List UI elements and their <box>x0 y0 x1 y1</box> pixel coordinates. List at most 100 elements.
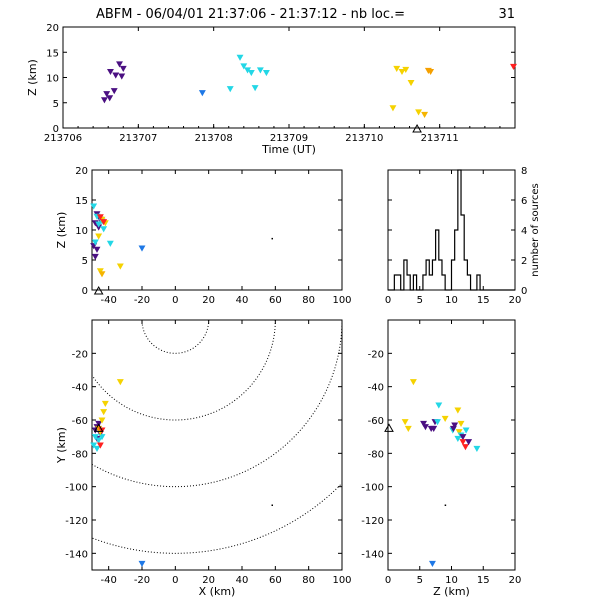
source-point <box>462 427 470 434</box>
y-tick-label: -80 <box>72 449 88 460</box>
x-tick-label: 20 <box>202 575 215 586</box>
y-axis-label: Y (km) <box>55 427 68 464</box>
source-point <box>428 560 436 567</box>
source-point <box>459 434 467 441</box>
x-axis-label: X (km) <box>199 585 236 598</box>
source-point <box>91 253 99 261</box>
y-tick-label: 8 <box>521 166 527 177</box>
x-tick-label: 213708 <box>195 133 233 144</box>
source-point <box>93 246 101 253</box>
x-tick-label: 40 <box>236 575 249 586</box>
source-point <box>100 409 108 416</box>
source-point <box>226 86 234 93</box>
y-tick-label: -60 <box>72 416 88 427</box>
source-point <box>106 240 114 247</box>
source-point <box>106 95 114 102</box>
x-tick-label: 0 <box>172 575 178 586</box>
y-tick-label: 6 <box>521 196 527 207</box>
y-tick-label: 4 <box>521 226 527 237</box>
x-tick-label: 213709 <box>270 133 308 144</box>
x-tick-label: 213706 <box>44 133 82 144</box>
histogram-steps <box>388 169 515 291</box>
y-tick-label: 0 <box>53 124 59 135</box>
y-tick-label: 20 <box>46 23 59 34</box>
y-tick-label: -20 <box>72 349 88 360</box>
source-point <box>404 425 412 432</box>
source-point <box>116 263 124 270</box>
x-tick-label: 213710 <box>345 133 383 144</box>
source-point <box>138 560 146 567</box>
source-point <box>116 379 124 386</box>
y-tick-label: 10 <box>75 226 88 237</box>
y-tick-label: 5 <box>82 256 88 267</box>
x-tick-label: -20 <box>134 575 150 586</box>
y-tick-label: 0 <box>82 286 88 297</box>
x-tick-label: 15 <box>477 575 490 586</box>
source-point <box>100 97 108 104</box>
source-point <box>95 233 103 240</box>
source-point <box>247 69 255 77</box>
source-point <box>98 417 106 424</box>
source-point <box>434 419 441 426</box>
source-point <box>435 402 443 409</box>
x-tick-label: 213711 <box>421 133 459 144</box>
station-marker <box>93 423 104 432</box>
range-ring <box>92 320 342 488</box>
y-tick-label: -60 <box>368 416 384 427</box>
x-tick-label: 10 <box>445 295 458 306</box>
source-point <box>101 400 109 407</box>
source-point <box>112 72 120 79</box>
source-point <box>422 424 429 431</box>
x-tick-label: 0 <box>385 575 391 586</box>
x-axis-label: Z (km) <box>433 585 470 598</box>
source-point <box>409 379 417 386</box>
source-point <box>427 68 435 76</box>
source-point <box>138 245 146 252</box>
x-tick-label: 0 <box>385 295 391 306</box>
source-point <box>98 271 106 278</box>
range-rings <box>92 320 342 570</box>
y-tick-label: 10 <box>46 74 59 85</box>
source-point <box>119 65 127 73</box>
source-point <box>100 226 108 233</box>
source-point <box>103 91 111 98</box>
panel-x-y: -40 -20 0 20 40 60 80 100 -140 -120 -100 -80 -60 -40 -… <box>55 319 352 598</box>
source-point <box>510 63 517 71</box>
source-point <box>402 66 410 74</box>
source-point <box>455 429 463 436</box>
source-point <box>459 439 467 446</box>
source-point <box>420 420 428 427</box>
source-point <box>271 504 273 506</box>
source-point <box>430 425 438 432</box>
x-tick-label: 80 <box>302 295 315 306</box>
source-point <box>398 68 406 76</box>
source-point <box>95 437 103 444</box>
source-point <box>110 88 118 95</box>
source-point <box>198 90 206 97</box>
source-point <box>473 445 481 452</box>
source-point <box>393 65 401 73</box>
source-point <box>401 419 409 426</box>
y-tick-label: -100 <box>65 483 88 494</box>
x-tick-label: -40 <box>100 295 116 306</box>
x-tick-label: 0 <box>172 295 178 306</box>
source-point <box>107 68 114 76</box>
station-marker <box>412 123 422 133</box>
source-point <box>96 442 104 449</box>
x-tick-label: 60 <box>269 575 282 586</box>
panel-time-z: 213706 213707 213708 213709 213710 213711 0 5 10… <box>26 7 517 156</box>
x-tick-label: 20 <box>509 295 522 306</box>
x-tick-label: 20 <box>202 295 215 306</box>
y-tick-label: -120 <box>65 516 88 527</box>
x-tick-label: -20 <box>134 295 150 306</box>
source-point <box>100 219 108 226</box>
x-axis-label: Time (UT) <box>261 143 316 156</box>
source-point <box>262 69 270 77</box>
source-point <box>96 214 104 221</box>
y-tick-label: -140 <box>361 549 384 560</box>
source-point <box>93 445 101 452</box>
x-tick-label: 10 <box>445 575 458 586</box>
range-ring <box>92 482 342 554</box>
y-axis-label: Z (km) <box>26 59 39 96</box>
source-point <box>90 203 98 210</box>
